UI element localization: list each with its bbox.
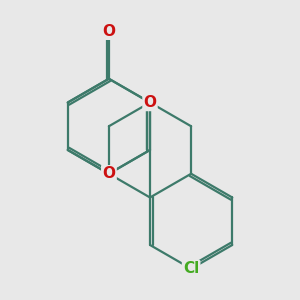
Text: Cl: Cl (183, 261, 199, 276)
Text: O: O (102, 166, 116, 181)
Text: F: F (145, 95, 155, 110)
Text: O: O (102, 24, 116, 39)
Text: O: O (143, 95, 157, 110)
Text: O: O (102, 166, 116, 181)
